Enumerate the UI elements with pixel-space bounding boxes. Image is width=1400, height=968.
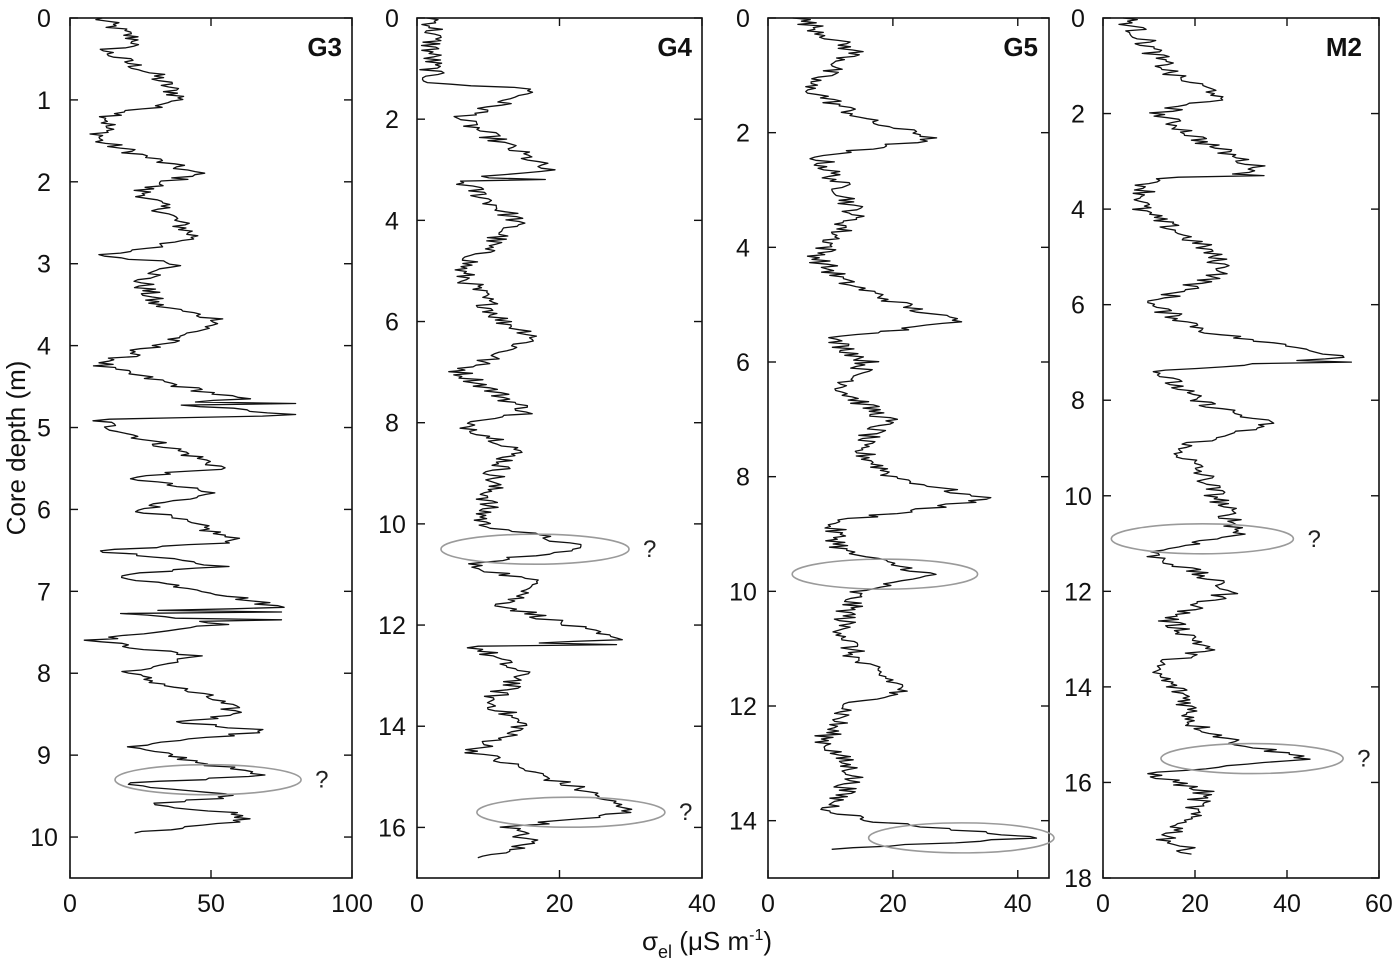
y-tick-label: 0 <box>37 5 51 33</box>
y-tick-label: 10 <box>729 578 757 606</box>
x-tick-label: 40 <box>1004 890 1032 918</box>
y-tick-label: 2 <box>736 120 750 148</box>
x-tick-label: 100 <box>331 890 373 918</box>
highlight-ellipse <box>1110 522 1295 555</box>
uncertain-marker: ? <box>1307 526 1320 553</box>
y-tick-label: 5 <box>37 415 51 443</box>
y-tick-label: 4 <box>37 333 51 361</box>
panel-label: M2 <box>1326 32 1362 62</box>
uncertain-marker: ? <box>643 536 656 563</box>
y-tick-label: 10 <box>378 511 406 539</box>
uncertain-marker: ? <box>315 767 328 794</box>
plot-frame <box>416 17 703 879</box>
x-axis-title-subscript: el <box>658 942 672 962</box>
x-axis-title-close: ) <box>763 926 772 956</box>
y-tick-label: 8 <box>37 660 51 688</box>
conductivity-profile <box>83 17 297 834</box>
y-tick-label: 0 <box>1071 5 1085 33</box>
y-axis-title: Core depth (m) <box>1 361 31 536</box>
y-tick-label: 6 <box>1071 292 1085 320</box>
plot-frame <box>767 17 1050 879</box>
y-tick-label: 9 <box>37 742 51 770</box>
conductivity-profile <box>1118 17 1353 855</box>
panel-label: G3 <box>307 32 342 62</box>
y-tick-label: 14 <box>1064 674 1092 702</box>
y-tick-label: 4 <box>1071 196 1085 224</box>
y-tick-label: 10 <box>1064 483 1092 511</box>
x-tick-label: 20 <box>879 890 907 918</box>
x-axis-title: σel (μS m-1) <box>642 926 772 962</box>
y-tick-label: 0 <box>385 5 399 33</box>
highlight-ellipses <box>791 558 1055 854</box>
y-tick-label: 14 <box>378 713 406 741</box>
y-tick-label: 6 <box>37 496 51 524</box>
conductivity-profile <box>419 17 633 859</box>
x-axis-title-symbol: σ <box>642 926 658 956</box>
y-tick-label: 7 <box>37 578 51 606</box>
y-tick-label: 8 <box>1071 387 1085 415</box>
highlight-ellipse <box>114 763 302 796</box>
uncertain-marker: ? <box>679 799 692 826</box>
y-tick-label: 1 <box>37 87 51 115</box>
highlight-ellipse <box>476 796 666 829</box>
y-tick-label: 8 <box>736 464 750 492</box>
y-tick-label: 10 <box>30 824 58 852</box>
y-tick-label: 0 <box>736 5 750 33</box>
x-tick-label: 20 <box>1181 890 1209 918</box>
x-tick-label: 0 <box>63 890 77 918</box>
panel-label: G4 <box>657 32 692 62</box>
highlight-ellipses: ?? <box>440 533 692 829</box>
plot-frame <box>1102 17 1380 879</box>
panel-label: G5 <box>1003 32 1038 62</box>
y-tick-label: 2 <box>385 106 399 134</box>
highlight-ellipse <box>440 533 630 565</box>
axis-ticks: 0 2 4 6 8 10 12 14 0 20 40 <box>729 5 1049 918</box>
highlight-ellipse <box>791 558 979 590</box>
x-axis-title-exponent: -1 <box>749 927 763 944</box>
x-tick-label: 40 <box>1273 890 1301 918</box>
y-tick-label: 2 <box>37 169 51 197</box>
y-tick-label: 8 <box>385 410 399 438</box>
x-tick-label: 0 <box>761 890 775 918</box>
y-tick-label: 3 <box>37 251 51 279</box>
highlight-ellipses: ?? <box>1110 522 1370 775</box>
y-tick-label: 16 <box>378 814 406 842</box>
x-tick-label: 40 <box>688 890 716 918</box>
y-tick-label: 12 <box>1064 578 1092 606</box>
x-tick-label: 0 <box>1096 890 1110 918</box>
uncertain-marker: ? <box>1357 746 1370 773</box>
y-tick-label: 6 <box>385 309 399 337</box>
highlight-ellipses: ? <box>114 763 328 796</box>
x-tick-label: 60 <box>1365 890 1393 918</box>
x-axis-title-unit: (μS m <box>672 926 749 956</box>
x-tick-label: 50 <box>197 890 225 918</box>
panel-g4: G4 0 2 4 6 8 10 12 14 16 0 20 40 ?? <box>378 5 716 918</box>
x-tick-label: 20 <box>546 890 574 918</box>
y-tick-label: 2 <box>1071 101 1085 129</box>
y-tick-label: 12 <box>729 693 757 721</box>
y-tick-label: 18 <box>1064 865 1092 893</box>
y-tick-label: 12 <box>378 612 406 640</box>
y-tick-label: 4 <box>385 207 399 235</box>
panel-g5: G5 0 2 4 6 8 10 12 14 0 20 40 <box>729 5 1055 918</box>
highlight-ellipse <box>1160 742 1344 775</box>
x-tick-label: 0 <box>410 890 424 918</box>
y-tick-label: 4 <box>736 234 750 262</box>
highlight-ellipse <box>867 822 1055 854</box>
y-tick-label: 16 <box>1064 769 1092 797</box>
y-tick-label: 14 <box>729 808 757 836</box>
y-tick-label: 6 <box>736 349 750 377</box>
conductivity-profile <box>792 17 1038 850</box>
axis-ticks: 0 2 4 6 8 10 12 14 16 0 20 40 <box>378 5 716 918</box>
